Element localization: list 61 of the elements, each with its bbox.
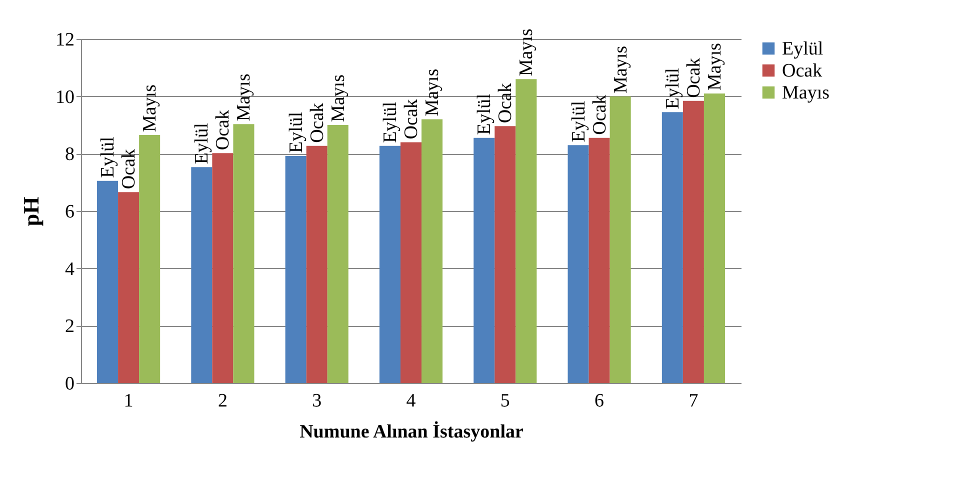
- y-tick-label: 10: [56, 86, 74, 108]
- bar: [588, 138, 610, 383]
- bar: [610, 96, 631, 383]
- x-tick-label: 3: [312, 390, 322, 412]
- text: Mayıs: [610, 46, 632, 94]
- y-tick-label: 4: [65, 258, 75, 280]
- x-tick-label: 2: [218, 390, 228, 412]
- text: Eylül: [98, 136, 119, 178]
- y-tick-label: 6: [65, 202, 74, 222]
- bar: [682, 100, 704, 383]
- text: Mayıs: [234, 74, 255, 122]
- text: Ocak: [306, 102, 328, 143]
- bar: [191, 167, 212, 383]
- bar: [568, 145, 589, 383]
- text: Eylül: [568, 100, 590, 142]
- text: Eylül: [192, 122, 213, 164]
- bar: [306, 146, 328, 383]
- text: Ocak: [495, 83, 516, 124]
- y-tick-label: 0: [65, 374, 74, 394]
- bar: [379, 146, 400, 383]
- text: Eylül: [380, 102, 401, 143]
- text: Mayıs: [140, 84, 161, 132]
- x-tick-label: 7: [688, 390, 698, 412]
- x-tick-label: 4: [406, 390, 416, 412]
- y-axis-title: pH: [18, 196, 44, 226]
- bar: [494, 126, 516, 383]
- x-axis-title: Numune Alınan İstasyonlar: [300, 420, 524, 442]
- bar: [662, 112, 683, 383]
- bar: [704, 93, 725, 383]
- legend-label: Ocak: [782, 60, 823, 82]
- text: Ocak: [118, 148, 140, 190]
- y-tick-label: 12: [56, 30, 74, 50]
- text: Eylül: [474, 94, 496, 135]
- x-tick-label: 5: [500, 390, 510, 412]
- bar: [285, 156, 306, 383]
- y-tick-label: 2: [65, 316, 74, 338]
- text: Mayıs: [422, 68, 444, 116]
- text: Ocak: [589, 94, 610, 135]
- bar: [118, 192, 140, 383]
- bar: [422, 119, 443, 383]
- legend-label: Eylül: [782, 38, 824, 60]
- text: Ocak: [212, 110, 234, 150]
- text: Mayıs: [328, 74, 349, 122]
- x-tick-label: 6: [594, 390, 604, 412]
- text: Eylül: [286, 112, 307, 153]
- bar: [212, 153, 234, 383]
- legend-label: Mayıs: [782, 82, 830, 104]
- bar: [233, 124, 254, 383]
- text: Mayıs: [704, 42, 726, 90]
- x-tick-label: 1: [124, 390, 134, 412]
- y-tick-label: 8: [65, 144, 74, 166]
- text: Eylül: [662, 68, 684, 110]
- text: Ocak: [401, 99, 422, 140]
- bar: [474, 138, 495, 383]
- bar: [97, 180, 118, 383]
- text: Ocak: [683, 58, 704, 98]
- text: Mayıs: [516, 28, 538, 76]
- bar: [327, 125, 348, 383]
- bar: [400, 142, 422, 383]
- bar: [516, 79, 537, 383]
- bar: [139, 135, 160, 383]
